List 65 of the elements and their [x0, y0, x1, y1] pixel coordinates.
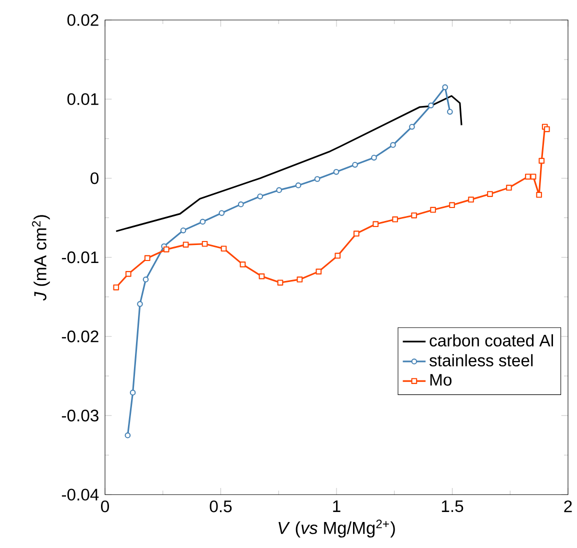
point	[442, 84, 448, 90]
point	[277, 280, 284, 286]
y-tick-label: -0.03	[62, 410, 98, 422]
point	[525, 174, 531, 180]
point	[487, 191, 493, 197]
point	[276, 187, 282, 194]
point	[180, 227, 186, 234]
point	[371, 154, 377, 161]
point	[124, 432, 131, 438]
point	[352, 162, 358, 168]
point	[334, 252, 341, 259]
point	[530, 174, 536, 180]
x-tick-label: 0.5	[210, 500, 232, 512]
point	[130, 390, 136, 396]
point	[316, 268, 322, 274]
y-axis-title: J (mA cm$^{2}$)	[32, 215, 50, 301]
point	[258, 273, 265, 280]
point	[238, 201, 244, 208]
point	[468, 196, 474, 203]
y-tick-label: 0.01	[67, 93, 98, 106]
point	[449, 202, 455, 208]
point	[113, 284, 120, 290]
point	[536, 192, 542, 198]
y-tick-label: -0.04	[62, 488, 99, 501]
legend-label: stainless steel	[430, 354, 533, 366]
point	[544, 126, 550, 132]
x-tick-label: 0	[101, 500, 109, 512]
point	[506, 184, 512, 191]
point	[125, 271, 132, 277]
x-tick-label: 1.5	[442, 500, 464, 512]
point	[137, 301, 143, 307]
point	[314, 176, 320, 182]
y-tick-label: 0.02	[67, 14, 98, 26]
y-tick-label: -0.01	[62, 251, 98, 264]
x-axis-title: V (vs Mg/Mg$^{2+}$)	[278, 520, 395, 538]
point	[200, 218, 206, 225]
point	[144, 255, 150, 262]
legend-label: Mo	[430, 374, 452, 386]
point	[333, 168, 340, 175]
point	[447, 108, 453, 115]
point	[218, 210, 225, 216]
point	[182, 242, 189, 248]
point	[430, 206, 436, 213]
point	[372, 221, 379, 228]
point	[220, 246, 227, 252]
point	[142, 276, 149, 282]
point	[202, 240, 208, 247]
point	[392, 216, 398, 222]
line-series	[115, 95, 462, 232]
y-tick-label: -0.02	[62, 330, 98, 342]
point	[409, 124, 415, 130]
point	[296, 276, 303, 282]
point	[411, 212, 417, 218]
point	[353, 230, 360, 237]
point	[240, 262, 246, 268]
point	[163, 246, 170, 252]
x-tick-label: 2	[564, 500, 572, 512]
y-tick-label: 0	[90, 172, 99, 184]
point	[257, 193, 264, 200]
x-tick-label: 1	[333, 500, 340, 512]
legend-label: carbon coated Al	[430, 334, 553, 346]
point	[428, 102, 434, 108]
point	[390, 142, 396, 148]
point	[538, 158, 545, 164]
point	[295, 182, 302, 188]
